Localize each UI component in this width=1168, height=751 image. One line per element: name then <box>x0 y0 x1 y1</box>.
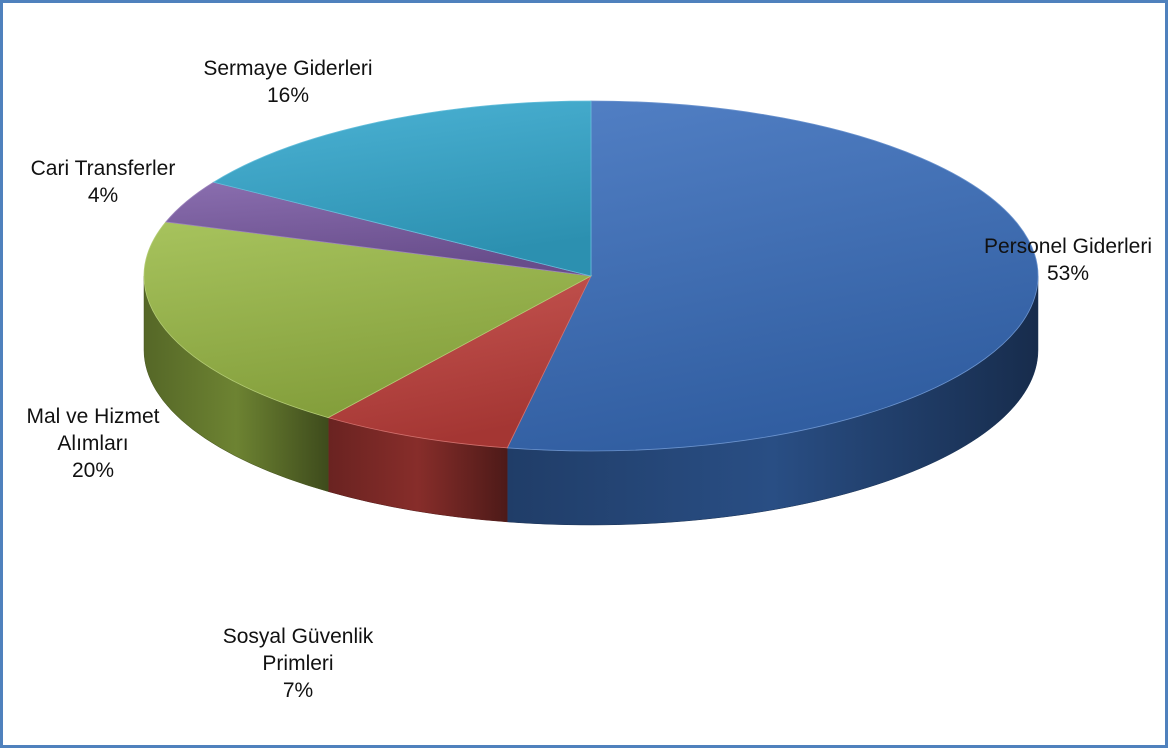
pie-slice <box>143 221 593 419</box>
slice-label-line: Primleri <box>262 652 333 675</box>
slice-label-line: Alımları <box>57 432 128 455</box>
slice-label: Sosyal Güvenlik Primleri 7% <box>223 625 374 702</box>
slice-label-line: Cari Transferler <box>31 157 176 180</box>
slice-label-line: Mal ve Hizmet <box>26 405 159 428</box>
slice-label: Mal ve Hizmet Alımları 20% <box>26 405 159 482</box>
slice-label: Sermaye Giderleri 16% <box>203 57 372 107</box>
pie-labels: Personel Giderleri 53% Sosyal Güvenlik Prim… <box>26 57 1152 702</box>
slice-percent-label: 20% <box>72 459 114 482</box>
slice-label-line: Sermaye Giderleri <box>203 57 372 80</box>
slice-label-line: Personel Giderleri <box>984 235 1152 258</box>
slice-percent-label: 7% <box>283 679 313 702</box>
slice-percent-label: 16% <box>267 84 309 107</box>
slice-label: Cari Transferler 4% <box>31 157 176 207</box>
pie-chart: Personel Giderleri 53% Sosyal Güvenlik Prim… <box>26 57 1152 702</box>
pie-slice <box>327 275 592 449</box>
pie-slice <box>212 100 592 277</box>
slice-label: Personel Giderleri 53% <box>984 235 1152 285</box>
pie-slice <box>506 100 1039 452</box>
slice-percent-label: 53% <box>1047 262 1089 285</box>
pie-tops <box>143 100 1039 452</box>
slice-label-line: Sosyal Güvenlik <box>223 625 374 648</box>
slice-percent-label: 4% <box>88 184 118 207</box>
